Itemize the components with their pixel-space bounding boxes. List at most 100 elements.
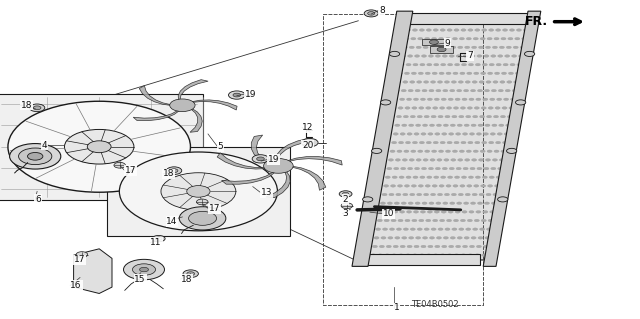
- Circle shape: [170, 169, 178, 173]
- Circle shape: [461, 141, 466, 144]
- Circle shape: [483, 211, 488, 213]
- Circle shape: [486, 159, 491, 161]
- Circle shape: [447, 254, 452, 256]
- Circle shape: [424, 81, 429, 83]
- Text: 16: 16: [70, 281, 82, 290]
- Circle shape: [481, 185, 486, 187]
- Circle shape: [398, 219, 403, 222]
- Text: 4: 4: [42, 141, 47, 150]
- Circle shape: [446, 185, 451, 187]
- Circle shape: [456, 133, 461, 135]
- Circle shape: [507, 148, 517, 153]
- Text: 3: 3: [342, 209, 348, 218]
- Circle shape: [490, 211, 495, 213]
- Text: 2: 2: [342, 195, 348, 204]
- Circle shape: [390, 185, 396, 187]
- Circle shape: [475, 254, 480, 256]
- Circle shape: [412, 141, 417, 144]
- Circle shape: [493, 81, 498, 83]
- Circle shape: [392, 211, 398, 213]
- Text: 19: 19: [268, 155, 279, 164]
- Circle shape: [501, 37, 506, 40]
- Circle shape: [448, 211, 453, 213]
- Circle shape: [469, 133, 474, 135]
- Circle shape: [470, 55, 475, 57]
- Circle shape: [385, 176, 390, 179]
- Circle shape: [382, 193, 387, 196]
- Circle shape: [417, 81, 422, 83]
- Circle shape: [518, 55, 524, 57]
- Polygon shape: [217, 153, 266, 169]
- Circle shape: [473, 37, 478, 40]
- Circle shape: [477, 89, 483, 92]
- Circle shape: [472, 228, 477, 230]
- Circle shape: [439, 72, 444, 75]
- Circle shape: [479, 159, 484, 161]
- Circle shape: [468, 141, 473, 144]
- Circle shape: [437, 46, 442, 48]
- Circle shape: [393, 133, 398, 135]
- Circle shape: [491, 167, 496, 170]
- Circle shape: [472, 46, 477, 48]
- Circle shape: [465, 46, 470, 48]
- Circle shape: [429, 237, 435, 239]
- Circle shape: [373, 202, 378, 204]
- Circle shape: [447, 63, 452, 66]
- Circle shape: [488, 72, 493, 75]
- Circle shape: [444, 81, 449, 83]
- Circle shape: [406, 176, 411, 179]
- Circle shape: [76, 252, 88, 257]
- Circle shape: [471, 124, 476, 127]
- Circle shape: [428, 211, 433, 213]
- Circle shape: [450, 202, 455, 204]
- Circle shape: [438, 150, 444, 152]
- Circle shape: [420, 176, 425, 179]
- Polygon shape: [400, 13, 538, 24]
- Circle shape: [464, 124, 469, 127]
- Circle shape: [485, 124, 490, 127]
- Circle shape: [477, 202, 483, 204]
- Circle shape: [426, 141, 431, 144]
- Circle shape: [187, 186, 210, 197]
- Circle shape: [132, 264, 156, 275]
- Circle shape: [492, 202, 497, 204]
- Circle shape: [404, 37, 409, 40]
- Circle shape: [479, 115, 484, 118]
- Circle shape: [499, 46, 504, 48]
- Circle shape: [431, 193, 436, 196]
- Circle shape: [440, 176, 445, 179]
- Circle shape: [460, 219, 465, 222]
- Circle shape: [415, 55, 420, 57]
- Circle shape: [525, 51, 535, 56]
- Circle shape: [484, 202, 490, 204]
- Circle shape: [457, 124, 462, 127]
- Circle shape: [415, 202, 420, 204]
- Circle shape: [484, 167, 489, 170]
- Circle shape: [418, 37, 423, 40]
- Circle shape: [410, 228, 415, 230]
- Circle shape: [476, 211, 481, 213]
- Circle shape: [422, 202, 427, 204]
- Circle shape: [386, 245, 391, 248]
- Circle shape: [8, 101, 191, 192]
- Circle shape: [397, 185, 403, 187]
- Circle shape: [407, 133, 412, 135]
- Text: 18: 18: [180, 275, 192, 284]
- Circle shape: [443, 89, 448, 92]
- Circle shape: [372, 211, 377, 213]
- Circle shape: [487, 37, 492, 40]
- Circle shape: [483, 176, 488, 179]
- Circle shape: [427, 176, 432, 179]
- Circle shape: [437, 159, 442, 161]
- Circle shape: [482, 141, 487, 144]
- Circle shape: [447, 29, 452, 31]
- Circle shape: [414, 133, 419, 135]
- Circle shape: [518, 20, 523, 23]
- Circle shape: [114, 162, 125, 168]
- Circle shape: [440, 219, 445, 222]
- Circle shape: [406, 98, 412, 100]
- Circle shape: [468, 254, 473, 256]
- Circle shape: [124, 259, 164, 280]
- Circle shape: [467, 219, 472, 222]
- Circle shape: [399, 254, 404, 256]
